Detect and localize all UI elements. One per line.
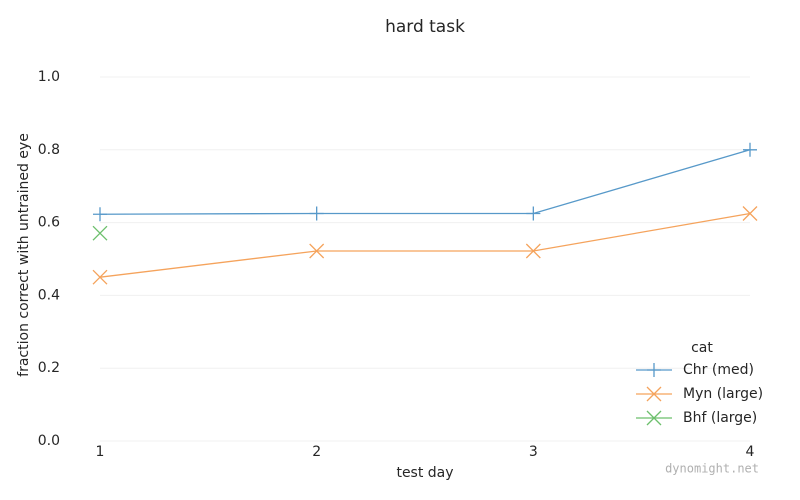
series-line [99, 149, 751, 215]
marker [525, 243, 541, 259]
marker [92, 269, 108, 285]
y-tick-label: 1.0 [38, 69, 60, 85]
x-axis-label: test day [396, 465, 453, 481]
y-tick-label: 0.4 [38, 287, 60, 303]
marker [309, 206, 324, 221]
y-tick-label: 0.0 [38, 433, 60, 449]
x-tick-label: 2 [312, 444, 321, 460]
legend-label: Chr (med) [683, 362, 754, 378]
x-tick-label: 3 [529, 444, 538, 460]
y-axis-label: fraction correct with untrained eye [16, 133, 32, 377]
legend-label: Bhf (large) [683, 410, 757, 426]
series-line [99, 212, 751, 278]
chart-title: hard task [385, 17, 465, 37]
marker [743, 142, 757, 157]
marker [647, 363, 661, 377]
marker [646, 386, 662, 402]
marker [309, 243, 325, 259]
y-tick-label: 0.8 [38, 142, 60, 158]
legend-label: Myn (large) [683, 386, 763, 402]
x-tick-label: 1 [96, 444, 105, 460]
marker [742, 206, 758, 221]
marker [93, 207, 107, 222]
y-tick-label: 0.2 [38, 360, 60, 376]
marker [646, 410, 662, 426]
marker [92, 225, 108, 241]
y-tick-label: 0.6 [38, 215, 60, 231]
x-tick-label: 4 [746, 444, 755, 460]
legend-title: cat [691, 340, 713, 356]
watermark: dynomight.net [665, 462, 759, 476]
marker [526, 206, 541, 221]
